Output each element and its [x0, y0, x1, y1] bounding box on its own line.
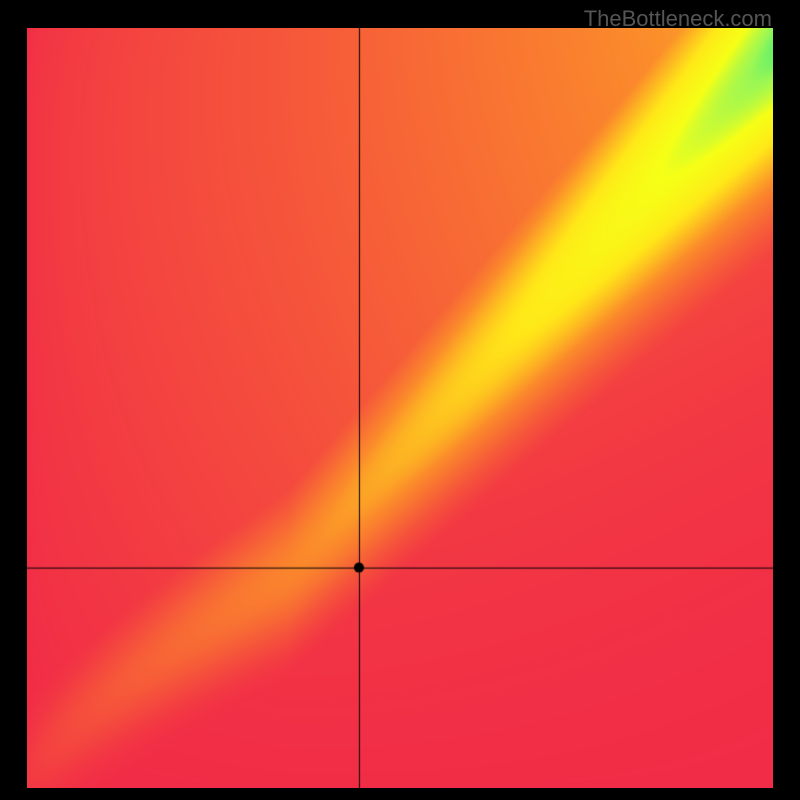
watermark-text: TheBottleneck.com — [584, 6, 772, 32]
bottleneck-heatmap — [27, 28, 773, 788]
